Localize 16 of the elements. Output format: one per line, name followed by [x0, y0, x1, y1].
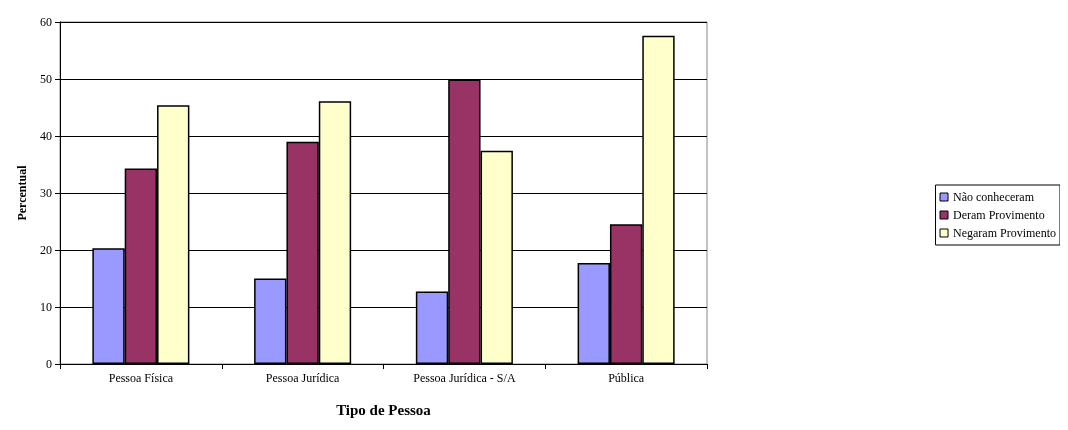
- x-tick-label: Pessoa Física: [108, 371, 174, 385]
- y-tick-label: 30: [40, 186, 52, 200]
- y-tick-label: 50: [40, 72, 52, 86]
- legend-label: Negaram Provimento: [953, 226, 1057, 240]
- x-tick-label: Pública: [608, 371, 645, 385]
- y-tick-label: 60: [40, 15, 52, 29]
- legend-label: Deram Provimento: [953, 208, 1045, 222]
- y-tick-label: 20: [40, 243, 52, 257]
- x-tick-label: Pessoa Jurídica: [265, 371, 341, 385]
- y-tick-label: 10: [40, 300, 52, 314]
- x-tick-label: Pessoa Jurídica - S/A: [413, 371, 516, 385]
- y-tick-label: 0: [46, 357, 52, 371]
- x-axis-title: Tipo de Pessoa: [336, 401, 432, 418]
- legend-label: Não conheceram: [953, 190, 1035, 204]
- y-tick-label: 40: [40, 129, 52, 143]
- y-axis-title: Percentual: [15, 164, 29, 221]
